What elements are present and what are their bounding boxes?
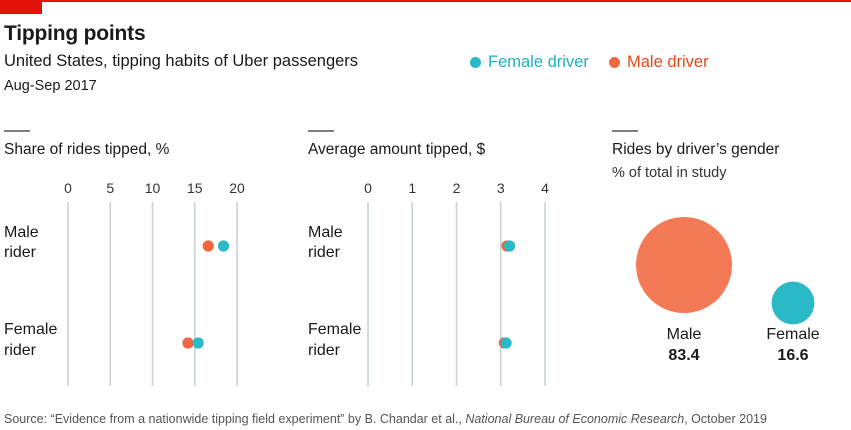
bubble-value: 16.6 [777,347,808,364]
date-range: Aug-Sep 2017 [4,78,97,94]
dot-female-driver [217,240,230,252]
panel-0-row-label: Female [4,321,57,338]
dot-male-driver [182,337,194,349]
chart-title: Tipping points [4,22,146,45]
panel-1-tick-label: 2 [453,180,461,196]
panel-2-subtitle: % of total in study [612,165,727,181]
source-prefix: Source: “Evidence from a nationwide tipp… [4,412,466,426]
legend-male: Male driver [609,53,709,72]
panel-1-tick-label: 1 [408,180,416,196]
panel-0-tick-label: 20 [229,180,245,196]
source-suffix: , October 2019 [684,412,767,426]
dot-female-driver [504,240,516,252]
bubble-label: Male [667,326,702,343]
panel-0-tick-label: 10 [145,180,161,196]
bubble-value: 83.4 [668,347,699,364]
panel-0-tick-label: 0 [64,180,72,196]
legend-female-dot [470,57,481,68]
bubble-female [771,281,815,325]
dot-female-driver [500,337,512,349]
panel-0-title: Share of rides tipped, % [4,141,170,158]
panel-1-tick-label: 0 [364,180,372,196]
panel-2-title: Rides by driver’s gender [612,141,779,158]
source-note: Source: “Evidence from a nationwide tipp… [4,412,767,426]
top-rule [0,0,851,2]
panel-1-row-label: Female [308,321,361,338]
legend-male-dot [609,57,620,68]
panel-0-row-label: rider [4,244,37,261]
dot-male-driver [202,240,214,252]
panel-0-row-label: Male [4,224,39,241]
panel-0-tick-label: 15 [187,180,203,196]
panel-1-row-label: rider [308,342,341,359]
legend-male-label: Male driver [627,53,709,71]
panel-1-tick-label: 3 [497,180,505,196]
legend-female: Female driver [470,53,589,72]
panel-1-tick-label: 4 [541,180,549,196]
source-publication: National Bureau of Economic Research [465,412,685,426]
brand-tab [0,0,42,14]
legend-female-label: Female driver [488,53,589,71]
panel-1-title: Average amount tipped, $ [308,141,486,158]
bubble-male [636,217,732,313]
panel-0-row-label: rider [4,342,37,359]
panel-1-row-label: rider [308,244,341,261]
bubble-label: Female [766,326,819,343]
dot-female-driver [192,337,204,349]
panel-0-tick-label: 5 [106,180,114,196]
chart-subtitle: United States, tipping habits of Uber pa… [4,52,359,70]
charts-area: Share of rides tipped, %0 5 10 15 20Maleride… [4,130,820,386]
panel-1-row-label: Male [308,224,343,241]
